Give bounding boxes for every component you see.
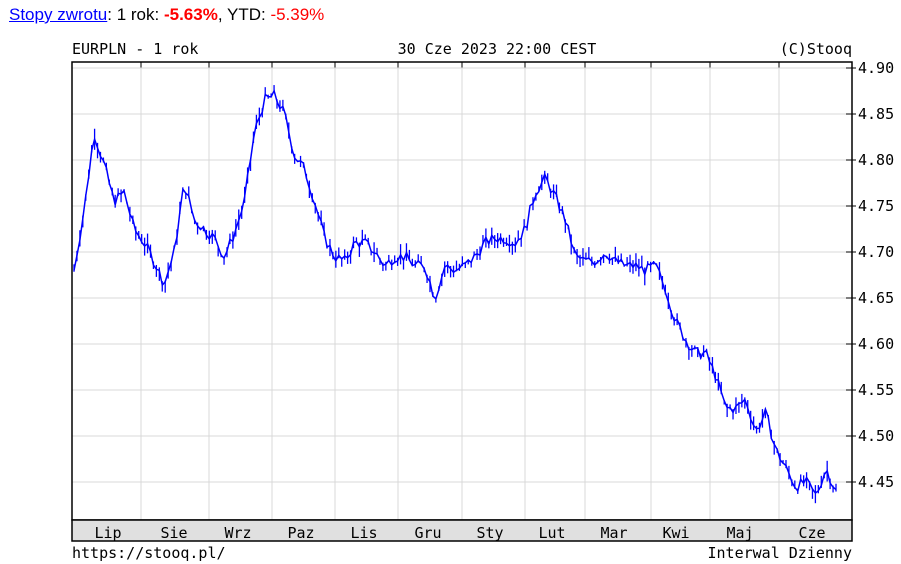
y-tick-label: 4.70 <box>858 243 894 261</box>
y-tick-label: 4.60 <box>858 335 894 353</box>
x-tick-label: Wrz <box>224 524 251 542</box>
x-tick-label: Sie <box>160 524 187 542</box>
separator: : <box>107 5 117 24</box>
one-year-value: -5.63% <box>163 5 218 24</box>
x-tick-label: Gru <box>414 524 441 542</box>
y-tick-label: 4.90 <box>858 59 894 77</box>
x-tick-label: Sty <box>476 524 503 542</box>
y-tick-label: 4.80 <box>858 151 894 169</box>
ytd-label: , YTD: <box>217 5 271 24</box>
returns-header: Stopy zwrotu: 1 rok: -5.63%, YTD: -5.39% <box>9 5 324 25</box>
y-tick-label: 4.45 <box>858 473 894 491</box>
price-line <box>73 88 837 495</box>
y-tick-label: 4.85 <box>858 105 894 123</box>
x-tick-label: Kwi <box>662 524 689 542</box>
ytd-value: -5.39% <box>270 5 325 24</box>
x-tick-label: Mar <box>600 524 627 542</box>
y-tick-label: 4.50 <box>858 427 894 445</box>
x-tick-label: Lip <box>94 524 121 542</box>
chart-title-right: (C)Stooq <box>780 40 852 58</box>
chart-title-left: EURPLN - 1 rok <box>72 40 198 58</box>
x-tick-label: Maj <box>726 524 753 542</box>
returns-link[interactable]: Stopy zwrotu <box>9 5 108 24</box>
one-year-label: 1 rok: <box>116 5 164 24</box>
x-tick-label: Paz <box>287 524 314 542</box>
y-tick-label: 4.55 <box>858 381 894 399</box>
x-tick-label: Lut <box>538 524 565 542</box>
x-axis-bar <box>71 519 853 542</box>
x-tick-label: Cze <box>798 524 825 542</box>
chart-title-center: 30 Cze 2023 22:00 CEST <box>398 40 597 58</box>
footer-interval: Interwal Dzienny <box>708 544 853 562</box>
x-tick-label: Lis <box>350 524 377 542</box>
y-tick-label: 4.75 <box>858 197 894 215</box>
y-tick-label: 4.65 <box>858 289 894 307</box>
footer-url: https://stooq.pl/ <box>72 544 226 562</box>
